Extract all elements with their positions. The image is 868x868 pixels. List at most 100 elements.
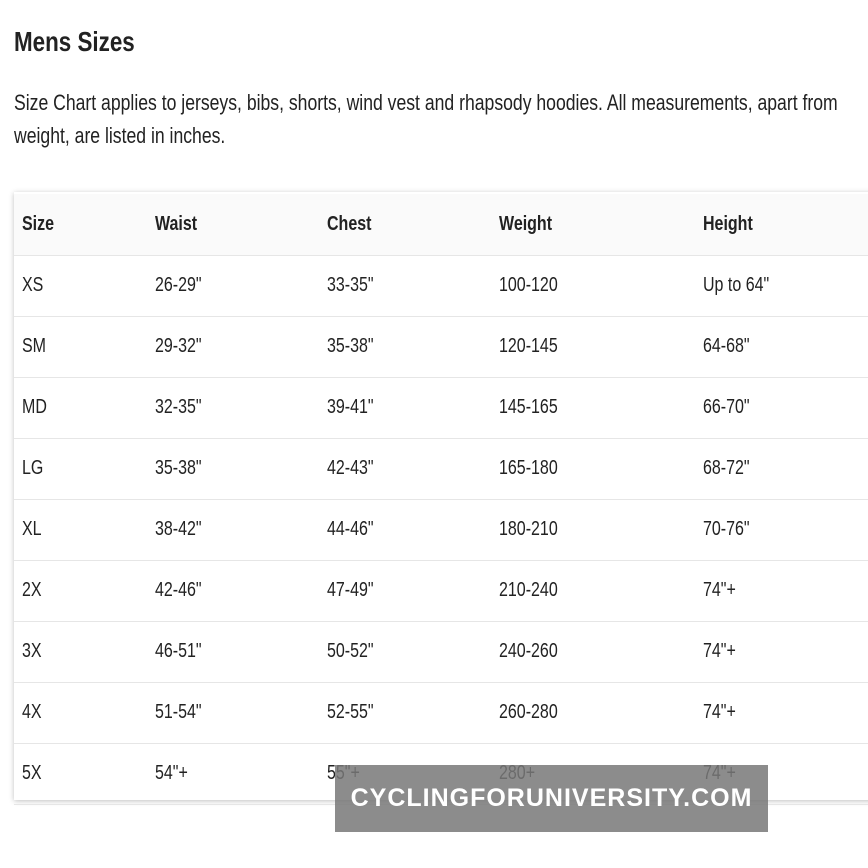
header-cell: Chest (327, 194, 383, 255)
table-cell: 66-70" (703, 377, 761, 438)
header-cell: Size (22, 194, 62, 255)
table-cell: 54"+ (155, 743, 196, 804)
cell-text: 35-38" (155, 457, 202, 479)
title-text: Mens Sizes (14, 26, 135, 57)
table-cell: 50-52" (327, 621, 385, 682)
table-cell: LG (22, 438, 49, 499)
table-cell: 32-35" (155, 377, 213, 438)
table-cell: 44-46" (327, 499, 385, 560)
cell-text: 145-165 (499, 396, 558, 418)
table-cell: 26-29" (155, 255, 213, 316)
cell-text: Waist (155, 213, 198, 235)
cell-text: Height (703, 213, 753, 235)
table-cell: Up to 64" (703, 255, 786, 316)
table-row: 2X 42-46" 47-49" 210-240 74"+ (14, 560, 868, 622)
table-cell: 240-260 (499, 621, 572, 682)
table-cell: 5X (22, 743, 46, 804)
cell-text: SM (22, 335, 46, 357)
table-cell: 35-38" (327, 316, 385, 377)
cell-text: 47-49" (327, 579, 374, 601)
cell-text: 68-72" (703, 457, 750, 479)
cell-text: Chest (327, 213, 372, 235)
cell-text: Up to 64" (703, 274, 770, 296)
table-cell: 70-76" (703, 499, 761, 560)
cell-text: 39-41" (327, 396, 374, 418)
cell-text: 52-55" (327, 701, 374, 723)
cell-text: XL (22, 518, 42, 540)
cell-text: 3X (22, 640, 42, 662)
cell-text: 2X (22, 579, 42, 601)
table-row: 3X 46-51" 50-52" 240-260 74"+ (14, 621, 868, 683)
table-cell: 42-46" (155, 560, 213, 621)
cell-text: 38-42" (155, 518, 202, 540)
description-box: Size Chart applies to jerseys, bibs, sho… (14, 86, 868, 152)
cell-text: 165-180 (499, 457, 558, 479)
table-cell: 210-240 (499, 560, 572, 621)
table-cell: 29-32" (155, 316, 213, 377)
table-cell: MD (22, 377, 53, 438)
table-cell: 39-41" (327, 377, 385, 438)
table-row: LG 35-38" 42-43" 165-180 68-72" (14, 438, 868, 500)
cell-text: 240-260 (499, 640, 558, 662)
cell-text: Size (22, 213, 55, 235)
cell-text: 42-46" (155, 579, 202, 601)
cell-text: 74"+ (703, 701, 736, 723)
table-cell: 35-38" (155, 438, 213, 499)
cell-text: 46-51" (155, 640, 202, 662)
table-cell: 165-180 (499, 438, 572, 499)
cell-text: 4X (22, 701, 42, 723)
table-cell: 260-280 (499, 682, 572, 743)
header-cell: Weight (499, 194, 565, 255)
cell-text: 120-145 (499, 335, 558, 357)
table-cell: 33-35" (327, 255, 385, 316)
table-row: XS 26-29" 33-35" 100-120 Up to 64" (14, 255, 868, 317)
table-row: SM 29-32" 35-38" 120-145 64-68" (14, 316, 868, 378)
table-cell: 46-51" (155, 621, 213, 682)
cell-text: 44-46" (327, 518, 374, 540)
cell-text: Weight (499, 213, 553, 235)
table-cell: 3X (22, 621, 46, 682)
cell-text: 64-68" (703, 335, 750, 357)
table-cell: 100-120 (499, 255, 572, 316)
table-cell: SM (22, 316, 52, 377)
description: Size Chart applies to jerseys, bibs, sho… (14, 90, 838, 148)
watermark-text: CYCLINGFORUNIVERSITY.COM (350, 784, 753, 812)
cell-text: 42-43" (327, 457, 374, 479)
table-cell: 64-68" (703, 316, 761, 377)
cell-text: 32-35" (155, 396, 202, 418)
table-cell: XS (22, 255, 49, 316)
cell-text: 74"+ (703, 579, 736, 601)
cell-text: 51-54" (155, 701, 202, 723)
table-cell: 74"+ (703, 682, 744, 743)
cell-text: 5X (22, 762, 42, 784)
cell-text: LG (22, 457, 44, 479)
table-row: MD 32-35" 39-41" 145-165 66-70" (14, 377, 868, 439)
table-cell: 120-145 (499, 316, 572, 377)
table-cell: 42-43" (327, 438, 385, 499)
cell-text: 100-120 (499, 274, 558, 296)
header-cell: Height (703, 194, 765, 255)
table-cell: 145-165 (499, 377, 572, 438)
cell-text: 66-70" (703, 396, 750, 418)
table-cell: 74"+ (703, 560, 744, 621)
cell-text: MD (22, 396, 47, 418)
header-row: Size Waist Chest Weight Height (14, 194, 868, 256)
table-cell: 51-54" (155, 682, 213, 743)
cell-text: 35-38" (327, 335, 374, 357)
table-cell: 52-55" (327, 682, 385, 743)
cell-text: 210-240 (499, 579, 558, 601)
cell-text: 70-76" (703, 518, 750, 540)
title: Mens Sizes (14, 26, 165, 58)
table-cell: 2X (22, 560, 46, 621)
cell-text: 54"+ (155, 762, 188, 784)
table-cell: 47-49" (327, 560, 385, 621)
table-row: 4X 51-54" 52-55" 260-280 74"+ (14, 682, 868, 744)
table-cell: 68-72" (703, 438, 761, 499)
cell-text: 260-280 (499, 701, 558, 723)
cell-text: 29-32" (155, 335, 202, 357)
size-table: Size Waist Chest Weight Height XS 26-29" 33-35"… (14, 192, 868, 805)
cell-text: 50-52" (327, 640, 374, 662)
cell-text: 180-210 (499, 518, 558, 540)
table-row: XL 38-42" 44-46" 180-210 70-76" (14, 499, 868, 561)
